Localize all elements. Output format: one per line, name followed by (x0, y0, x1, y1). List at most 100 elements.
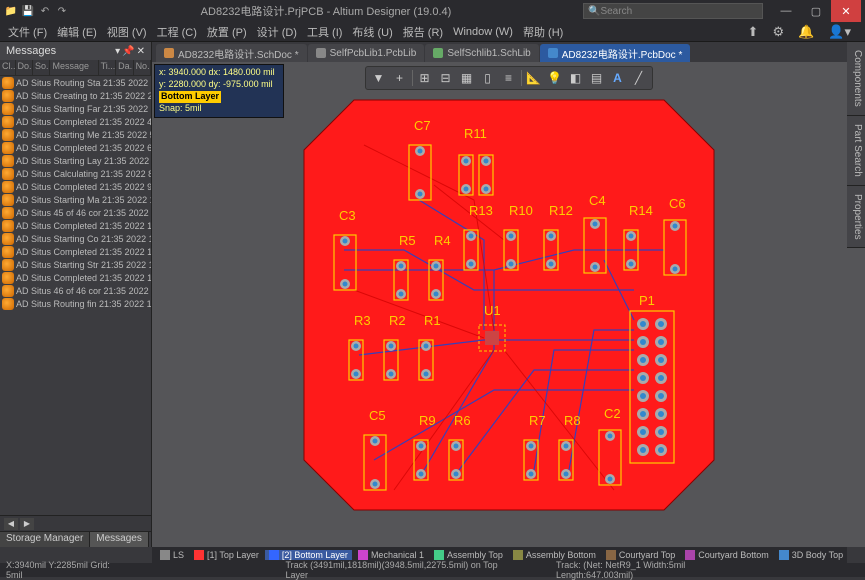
message-row[interactable]: AD Situs Starting Far 21:35 2022 3 (0, 102, 151, 115)
tool-measure-icon[interactable]: 📐 (525, 69, 543, 87)
tool-alignh-icon[interactable]: ≡ (500, 69, 518, 87)
tool-filter-icon[interactable]: ▼ (370, 69, 388, 87)
message-row[interactable]: AD Situs Calculating 21:35 2022 8 (0, 167, 151, 180)
doc-tab[interactable]: AD8232电路设计.SchDoc * (156, 44, 307, 62)
svg-text:R11: R11 (464, 126, 487, 141)
gear-icon[interactable]: ⚙ (768, 24, 788, 40)
message-row[interactable]: AD Situs Routing fin 21:35 2022 18 (0, 297, 151, 310)
menu-item[interactable]: 工具 (I) (303, 24, 346, 40)
svg-text:R9: R9 (419, 413, 436, 428)
msg-col[interactable]: Ti... (99, 60, 116, 75)
menu-item[interactable]: 工程 (C) (153, 24, 201, 40)
svg-text:R1: R1 (424, 313, 441, 328)
tool-add-icon[interactable]: + (391, 69, 409, 87)
svg-text:C5: C5 (369, 408, 386, 423)
menu-item[interactable]: 报告 (R) (399, 24, 447, 40)
layer-tab[interactable]: Mechanical 1 (354, 550, 428, 560)
msg-col[interactable]: Cl... (0, 60, 16, 75)
message-row[interactable]: AD Situs Routing Sta 21:35 2022 1 (0, 76, 151, 89)
message-row[interactable]: AD Situs Completed 21:35 2022 9 (0, 180, 151, 193)
menu-item[interactable]: 设计 (D) (253, 24, 301, 40)
pcb-canvas[interactable]: x: 3940.000 dx: 1480.000 mil y: 2280.000… (152, 62, 865, 547)
msg-pin-icon[interactable]: 📌 (122, 46, 134, 57)
message-row[interactable]: AD Situs Starting Lay 21:35 2022 7 (0, 154, 151, 167)
tool-alignv-icon[interactable]: ▯ (479, 69, 497, 87)
window-title: AD8232电路设计.PrjPCB - Altium Designer (19.… (69, 3, 583, 19)
layer-tab[interactable]: 3D Body Top (775, 550, 847, 560)
msg-col[interactable]: Da... (116, 60, 133, 75)
message-row[interactable]: AD Situs Completed 21:35 2022 14 (0, 245, 151, 258)
menu-item[interactable]: 文件 (F) (4, 24, 51, 40)
layer-tab[interactable]: Assembly Top (430, 550, 507, 560)
ql-save-icon[interactable]: 💾 (21, 4, 35, 18)
msg-col[interactable]: Do... (16, 60, 33, 75)
msg-search-icon[interactable]: ▾ (115, 46, 120, 57)
layer-tab[interactable]: Courtyard Bottom (681, 550, 773, 560)
message-row[interactable]: AD Situs Completed 21:35 2022 16 (0, 271, 151, 284)
tool-grid3-icon[interactable]: ▦ (458, 69, 476, 87)
pcb-toolbar: ▼ + ⊞ ⊟ ▦ ▯ ≡ 📐 💡 ◧ ▤ A ╱ (365, 66, 653, 90)
msg-col[interactable]: Message (50, 60, 98, 75)
msg-status-icon (2, 168, 14, 180)
pcb-board[interactable]: C7R11C3R13R10R12C4R14C6R5R4R3R2R1U1P1C5R… (294, 90, 724, 520)
message-row[interactable]: AD Situs Creating to 21:35 2022 2 (0, 89, 151, 102)
tool-route-icon[interactable]: ╱ (630, 69, 648, 87)
msg-close-icon[interactable]: ✕ (137, 46, 145, 57)
message-row[interactable]: AD Situs Starting Str 21:35 2022 15 (0, 258, 151, 271)
msg-tab[interactable]: Messages (90, 532, 149, 547)
menu-item[interactable]: 视图 (V) (103, 24, 151, 40)
search-input[interactable]: 🔍 Search (583, 3, 763, 19)
menu-item[interactable]: 布线 (U) (348, 24, 396, 40)
layer-swatch (160, 550, 170, 560)
side-tab[interactable]: Part Search (847, 116, 865, 186)
message-row[interactable]: AD Situs Starting Ma 21:35 2022 10 (0, 193, 151, 206)
doc-tab[interactable]: SelfSchlib1.SchLib (425, 44, 538, 62)
message-row[interactable]: AD Situs Completed 21:35 2022 4 (0, 115, 151, 128)
messages-nav: ◀ ▶ (0, 515, 151, 531)
layer-tab[interactable]: [2] Bottom Layer (265, 550, 352, 560)
msg-status-icon (2, 103, 14, 115)
doc-tab[interactable]: AD8232电路设计.PcbDoc * (540, 44, 691, 62)
message-row[interactable]: AD Situs Starting Co 21:35 2022 13 (0, 232, 151, 245)
message-row[interactable]: AD Situs Completed 21:35 2022 12 (0, 219, 151, 232)
svg-text:R13: R13 (469, 203, 493, 218)
minimize-button[interactable]: — (771, 0, 801, 22)
msg-col[interactable]: No. (134, 60, 151, 75)
doc-tab[interactable]: SelfPcbLib1.PcbLib (308, 44, 425, 62)
menu-item[interactable]: 编辑 (E) (53, 24, 101, 40)
tool-view-icon[interactable]: ◧ (567, 69, 585, 87)
tool-grid1-icon[interactable]: ⊞ (416, 69, 434, 87)
bell-icon[interactable]: 🔔 (794, 24, 818, 40)
close-button[interactable]: ✕ (831, 0, 861, 22)
message-row[interactable]: AD Situs Completed 21:35 2022 6 (0, 141, 151, 154)
nav-prev-icon[interactable]: ◀ (4, 518, 18, 530)
message-row[interactable]: AD Situs 45 of 46 cor 21:35 2022 11 (0, 206, 151, 219)
user-icon[interactable]: 👤▾ (824, 24, 855, 40)
maximize-button[interactable]: ▢ (801, 0, 831, 22)
msg-col[interactable]: So... (33, 60, 50, 75)
layer-tab[interactable]: [1] Top Layer (190, 550, 263, 560)
nav-next-icon[interactable]: ▶ (20, 518, 34, 530)
menu-item[interactable]: 放置 (P) (203, 24, 251, 40)
menu-item[interactable]: 帮助 (H) (519, 24, 567, 40)
layer-tab[interactable]: LS (156, 550, 188, 560)
share-icon[interactable]: ⬆ (744, 24, 763, 40)
layer-tab[interactable]: Courtyard Top (602, 550, 679, 560)
ql-redo-icon[interactable]: ↷ (55, 4, 69, 18)
msg-tab[interactable]: Storage Manager (0, 532, 90, 547)
menu-item[interactable]: Window (W) (449, 26, 517, 38)
side-tab[interactable]: Properties (847, 186, 865, 249)
svg-text:P1: P1 (639, 293, 655, 308)
ql-undo-icon[interactable]: ↶ (38, 4, 52, 18)
message-row[interactable]: AD Situs Starting Me 21:35 2022 5 (0, 128, 151, 141)
msg-status-icon (2, 207, 14, 219)
ql-open-icon[interactable]: 📁 (4, 4, 18, 18)
layer-tab[interactable]: Assembly Bottom (509, 550, 600, 560)
tool-grid2-icon[interactable]: ⊟ (437, 69, 455, 87)
tool-light-icon[interactable]: 💡 (546, 69, 564, 87)
message-row[interactable]: AD Situs 46 of 46 cor 21:35 2022 17 (0, 284, 151, 297)
msg-status-icon (2, 194, 14, 206)
tool-text-icon[interactable]: A (609, 69, 627, 87)
tool-layer-icon[interactable]: ▤ (588, 69, 606, 87)
side-tab[interactable]: Components (847, 42, 865, 116)
